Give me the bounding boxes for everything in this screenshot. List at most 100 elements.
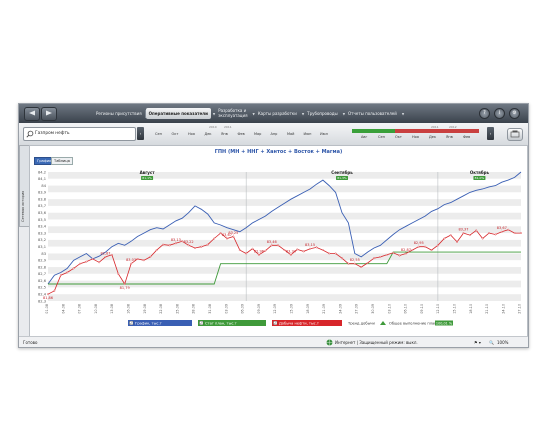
series-point[interactable] [462,232,465,235]
series-point[interactable] [85,260,88,263]
series-point[interactable] [488,232,490,235]
menu-item-regions[interactable]: Регионы присутствия [93,108,145,119]
series-point[interactable] [449,234,452,237]
status-lock-icon[interactable]: ⚑ ▾ [474,340,481,345]
series-point[interactable] [366,262,369,264]
series-point[interactable] [494,233,497,236]
series-point[interactable] [437,244,439,247]
info-icon[interactable]: i [494,108,505,119]
series-point[interactable] [264,249,267,252]
menu-item-maps[interactable]: Карты разработки [255,108,300,119]
series-point[interactable] [309,247,311,250]
series-point[interactable] [398,254,401,257]
series-point[interactable] [104,255,107,258]
series-point[interactable] [111,253,113,256]
zoom-icon[interactable]: 🔍 [489,340,494,345]
series-point[interactable] [200,245,203,248]
series-point[interactable] [360,266,363,268]
series-point[interactable] [270,244,273,247]
series-point[interactable] [232,235,235,238]
series-point[interactable] [123,283,126,285]
series-point[interactable] [315,246,318,249]
chevron-down-icon[interactable]: ▼ [342,111,346,116]
series-point[interactable] [289,253,292,256]
series-point[interactable] [149,255,152,258]
timeline-month[interactable]: Авг [361,135,368,139]
series-point[interactable] [245,252,248,255]
timeline-year[interactable]: 2010 [209,125,217,129]
timeline-next-button[interactable]: › [487,127,494,140]
series-point[interactable] [98,261,101,264]
timeline-month[interactable]: Янв [446,135,453,139]
series-point[interactable] [277,244,280,247]
timeline-year[interactable]: 2011 [224,125,232,129]
series-point[interactable] [258,253,260,256]
chevron-down-icon[interactable]: ▼ [252,111,255,116]
series-point[interactable] [187,244,190,247]
series-point[interactable] [500,230,503,233]
series-point[interactable] [168,244,171,247]
series-point[interactable] [117,272,120,275]
series-point[interactable] [443,237,446,240]
timeline-month[interactable]: Дек [204,132,212,136]
timeline-month[interactable]: Ноя [188,132,195,136]
legend-item[interactable] [198,320,266,326]
series-point[interactable] [507,228,510,231]
timeline-month[interactable]: Июн [303,132,312,136]
series-point[interactable] [468,234,471,237]
back-button[interactable] [24,107,40,121]
forward-button[interactable] [41,107,57,121]
zoom-level[interactable]: 100% [497,340,509,345]
series-point[interactable] [238,249,241,251]
series-point[interactable] [475,229,478,232]
chevron-down-icon[interactable]: ▼ [212,111,216,116]
print-button[interactable] [507,128,523,141]
series-point[interactable] [174,242,177,245]
series-point[interactable] [520,232,522,235]
series-point[interactable] [321,249,324,251]
series-point[interactable] [66,271,69,274]
search-input[interactable]: Газпром нефть [23,127,136,141]
timeline-year[interactable]: 2011 [431,125,439,129]
series-point[interactable] [405,252,407,255]
menu-item-development[interactable]: Разработка и эксплуатация [215,108,250,119]
series-point[interactable] [379,255,382,258]
series-point[interactable] [226,237,228,240]
series-point[interactable] [251,247,254,250]
timeline-month[interactable]: Дек [429,135,437,139]
series-point[interactable] [72,267,75,270]
timeline-month[interactable]: Окт [171,132,179,136]
legend-item[interactable] [128,320,192,326]
timeline-month[interactable]: Янв [221,132,228,136]
series-point[interactable] [296,248,299,251]
series-point[interactable] [181,240,184,243]
series-point[interactable] [341,257,343,260]
help-icon[interactable]: ? [479,108,490,119]
series-point[interactable] [130,262,132,265]
series-point[interactable] [353,262,356,265]
legend-item[interactable] [272,320,342,326]
timeline-month[interactable]: Ноя [412,135,419,139]
chevron-down-icon[interactable]: ▼ [401,111,405,116]
timeline-month[interactable]: Апр [270,132,278,136]
series-point[interactable] [424,245,427,248]
series-point[interactable] [47,293,49,296]
timeline-year[interactable]: 2012 [449,125,457,129]
series-point[interactable] [219,232,222,235]
series-point[interactable] [91,258,94,260]
series-point[interactable] [347,262,350,265]
timeline-month[interactable]: Июл [320,132,328,136]
series-point[interactable] [513,232,516,235]
series-point[interactable] [430,249,433,251]
series-point[interactable] [283,249,286,251]
series-point[interactable] [411,249,414,251]
timeline-month[interactable]: Сен [155,132,162,136]
menu-item-reports[interactable]: Отчеты пользователей [345,108,400,119]
series-point[interactable] [206,243,209,246]
series-point[interactable] [194,247,196,249]
legend-checkbox[interactable] [199,321,204,325]
timeline-month[interactable]: Фев [237,132,245,136]
series-point[interactable] [59,274,62,277]
timeline-month[interactable]: Май [287,132,295,136]
series-point[interactable] [392,251,395,254]
